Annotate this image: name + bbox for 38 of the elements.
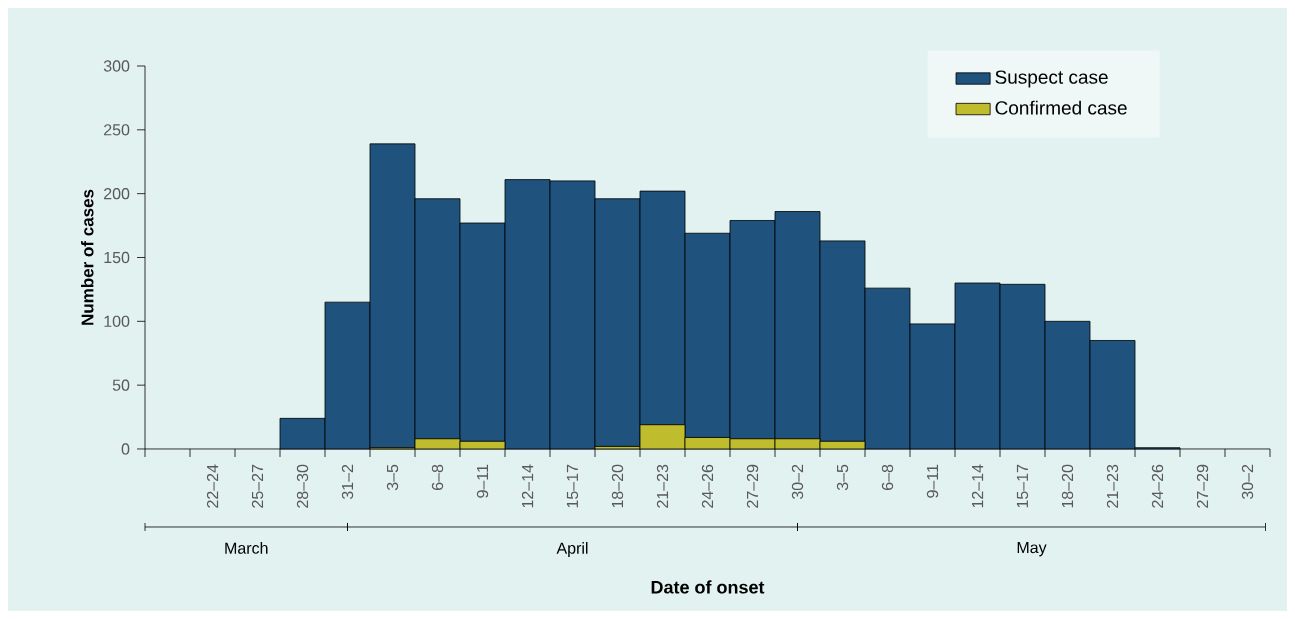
y-tick-label: 100 — [104, 315, 130, 327]
x-tick-label: 27–29 — [746, 464, 759, 508]
x-tick-label: 28–30 — [296, 464, 309, 508]
x-tick-label: 12–14 — [971, 464, 984, 508]
legend-label: Confirmed case — [995, 100, 1127, 115]
y-tick-label: 50 — [112, 379, 130, 391]
y-axis-title: Number of cases — [81, 189, 94, 325]
x-tick-label: 9–11 — [926, 464, 939, 498]
x-tick-label: 21–23 — [1106, 464, 1119, 508]
legend-label: Suspect case — [995, 70, 1108, 88]
x-tick-label: 18–20 — [611, 464, 624, 508]
x-tick-label: 6–8 — [881, 464, 894, 490]
x-tick-label: 12–14 — [521, 464, 534, 508]
x-tick-label: 9–11 — [476, 464, 489, 498]
x-tick-label: 6–8 — [431, 464, 444, 490]
x-tick-label: 24–26 — [701, 464, 714, 508]
x-tick-label: 15–17 — [1016, 464, 1029, 508]
x-tick-label: 24–26 — [1151, 464, 1164, 508]
x-tick-label: 3–5 — [386, 464, 399, 491]
y-tick-label: 300 — [103, 60, 130, 72]
x-tick-label: 22–24 — [206, 464, 219, 508]
y-tick-label: 0 — [121, 443, 130, 455]
y-tick-label: 150 — [104, 251, 130, 264]
x-tick-label: 30–2 — [1241, 464, 1254, 500]
x-tick-label: 25–27 — [251, 464, 264, 508]
x-tick-label: 15–17 — [566, 464, 579, 508]
x-tick-label: 18–20 — [1061, 464, 1074, 508]
x-tick-label: 21–23 — [656, 464, 669, 508]
x-axis-title: Date of onset — [651, 580, 765, 594]
y-tick-label: 250 — [104, 124, 130, 136]
x-tick-label: 30–2 — [791, 464, 804, 500]
text: April — [556, 542, 588, 557]
x-tick-label: 3–5 — [836, 464, 849, 491]
text: March — [225, 542, 268, 554]
y-tick-label: 200 — [104, 188, 130, 200]
text: May — [1017, 542, 1047, 557]
x-tick-label: 27–29 — [1196, 464, 1209, 508]
x-tick-label: 31–2 — [341, 464, 354, 500]
